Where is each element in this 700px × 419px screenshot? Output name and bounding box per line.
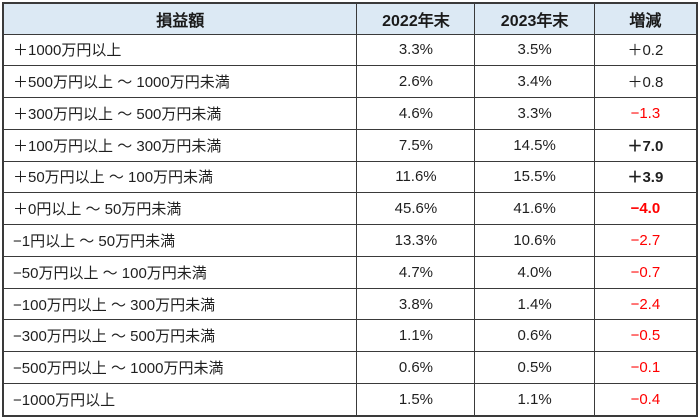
value-2023-cell: 15.5% bbox=[474, 160, 595, 194]
range-label-cell: −500万円以上 ～ 1000万円未満 bbox=[2, 351, 358, 384]
value-2023-cell: 3.5% bbox=[474, 33, 595, 67]
table-row: −1000万円以上 1.5% 1.1% −0.4 bbox=[2, 382, 698, 417]
value-2023-cell: 3.3% bbox=[474, 97, 595, 130]
value-2023-cell: 1.1% bbox=[474, 382, 595, 417]
range-label-cell: −100万円以上 ～ 300万円未満 bbox=[2, 287, 358, 321]
value-2023-cell: 3.4% bbox=[474, 65, 595, 99]
value-2023-cell: 0.6% bbox=[474, 319, 595, 353]
value-2022-cell: 45.6% bbox=[356, 192, 476, 226]
value-2022-cell: 11.6% bbox=[356, 160, 476, 194]
range-label-cell: ＋50万円以上 ～ 100万円未満 bbox=[2, 160, 358, 194]
range-label-cell: −50万円以上 ～ 100万円未満 bbox=[2, 255, 358, 289]
change-cell: −0.1 bbox=[593, 351, 698, 384]
change-cell: −0.4 bbox=[593, 382, 698, 417]
table-row: ＋0円以上 ～ 50万円未満 45.6% 41.6% −4.0 bbox=[2, 192, 698, 226]
range-label-cell: ＋500万円以上 ～ 1000万円未満 bbox=[2, 65, 358, 99]
table-row: −50万円以上 ～ 100万円未満 4.7% 4.0% −0.7 bbox=[2, 255, 698, 289]
value-2023-cell: 4.0% bbox=[474, 255, 595, 289]
range-label-cell: −1円以上 ～ 50万円未満 bbox=[2, 224, 358, 257]
range-label-cell: ＋1000万円以上 bbox=[2, 33, 358, 67]
range-label-cell: −1000万円以上 bbox=[2, 382, 358, 417]
header-year-end-2022: 2022年末 bbox=[356, 2, 476, 35]
header-profit-loss-amount: 損益額 bbox=[2, 2, 358, 35]
value-2022-cell: 1.5% bbox=[356, 382, 476, 417]
value-2023-cell: 14.5% bbox=[474, 128, 595, 162]
header-change: 増減 bbox=[593, 2, 698, 35]
range-label-cell: ＋100万円以上 ～ 300万円未満 bbox=[2, 128, 358, 162]
change-cell: −2.4 bbox=[593, 287, 698, 321]
table-row: ＋300万円以上 ～ 500万円未満 4.6% 3.3% −1.3 bbox=[2, 97, 698, 130]
value-2022-cell: 0.6% bbox=[356, 351, 476, 384]
table-row: −1円以上 ～ 50万円未満 13.3% 10.6% −2.7 bbox=[2, 224, 698, 257]
value-2022-cell: 7.5% bbox=[356, 128, 476, 162]
change-cell: −1.3 bbox=[593, 97, 698, 130]
value-2022-cell: 1.1% bbox=[356, 319, 476, 353]
value-2023-cell: 10.6% bbox=[474, 224, 595, 257]
value-2023-cell: 41.6% bbox=[474, 192, 595, 226]
table-row: ＋500万円以上 ～ 1000万円未満 2.6% 3.4% ＋0.8 bbox=[2, 65, 698, 99]
change-cell: ＋3.9 bbox=[593, 160, 698, 194]
value-2023-cell: 1.4% bbox=[474, 287, 595, 321]
change-cell: ＋7.0 bbox=[593, 128, 698, 162]
change-cell: −4.0 bbox=[593, 192, 698, 226]
value-2023-cell: 0.5% bbox=[474, 351, 595, 384]
change-cell: −2.7 bbox=[593, 224, 698, 257]
table-row: ＋1000万円以上 3.3% 3.5% ＋0.2 bbox=[2, 33, 698, 67]
value-2022-cell: 3.8% bbox=[356, 287, 476, 321]
change-cell: −0.7 bbox=[593, 255, 698, 289]
table-row: −500万円以上 ～ 1000万円未満 0.6% 0.5% −0.1 bbox=[2, 351, 698, 384]
value-2022-cell: 13.3% bbox=[356, 224, 476, 257]
range-label-cell: ＋300万円以上 ～ 500万円未満 bbox=[2, 97, 358, 130]
header-year-end-2023: 2023年末 bbox=[474, 2, 595, 35]
value-2022-cell: 4.6% bbox=[356, 97, 476, 130]
range-label-cell: ＋0円以上 ～ 50万円未満 bbox=[2, 192, 358, 226]
table-row: ＋100万円以上 ～ 300万円未満 7.5% 14.5% ＋7.0 bbox=[2, 128, 698, 162]
value-2022-cell: 3.3% bbox=[356, 33, 476, 67]
header-row: 損益額 2022年末 2023年末 増減 bbox=[2, 2, 698, 35]
table-row: −100万円以上 ～ 300万円未満 3.8% 1.4% −2.4 bbox=[2, 287, 698, 321]
value-2022-cell: 4.7% bbox=[356, 255, 476, 289]
change-cell: ＋0.8 bbox=[593, 65, 698, 99]
change-cell: ＋0.2 bbox=[593, 33, 698, 67]
table-row: ＋50万円以上 ～ 100万円未満 11.6% 15.5% ＋3.9 bbox=[2, 160, 698, 194]
table-row: −300万円以上 ～ 500万円未満 1.1% 0.6% −0.5 bbox=[2, 319, 698, 353]
range-label-cell: −300万円以上 ～ 500万円未満 bbox=[2, 319, 358, 353]
change-cell: −0.5 bbox=[593, 319, 698, 353]
value-2022-cell: 2.6% bbox=[356, 65, 476, 99]
